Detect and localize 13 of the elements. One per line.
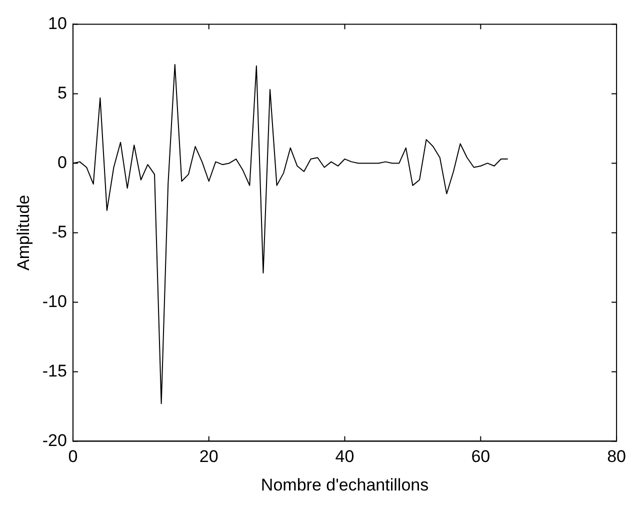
x-axis-title: Nombre d'echantillons [260, 475, 429, 494]
y-tick-label: -10 [42, 292, 67, 311]
x-tick-label: 60 [471, 447, 490, 466]
y-tick-label: -5 [52, 222, 67, 242]
x-tick-label: 20 [199, 447, 218, 466]
y-tick-label: 5 [58, 83, 67, 102]
x-tick-label: 80 [607, 447, 626, 466]
y-tick-label: 0 [58, 152, 67, 172]
y-tick-label: 10 [48, 14, 67, 33]
y-axis-title: Amplitude [14, 194, 33, 271]
y-tick-label: -15 [42, 361, 67, 380]
x-tick-label: 40 [335, 447, 354, 466]
y-tick-label: -20 [42, 430, 67, 450]
